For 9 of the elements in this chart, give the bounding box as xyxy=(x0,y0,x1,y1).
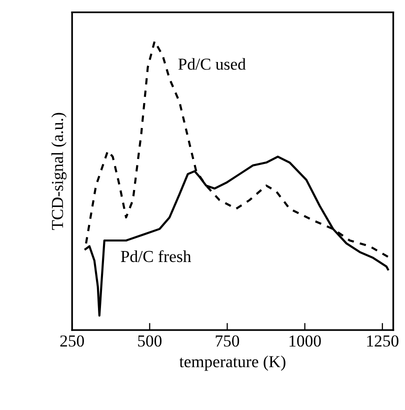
x-tick-label: 750 xyxy=(216,335,240,347)
y-axis-title: TCD-signal (a.u.) xyxy=(51,112,67,230)
x-tick-label: 250 xyxy=(60,335,84,347)
x-tick-label: 500 xyxy=(138,335,162,347)
x-axis-title: temperature (K) xyxy=(179,356,286,371)
series-label: Pd/C fresh xyxy=(120,250,192,262)
x-tick-label: 1000 xyxy=(290,335,321,347)
x-tick-label: 1250 xyxy=(367,335,398,347)
series-label: Pd/C used xyxy=(178,58,246,70)
